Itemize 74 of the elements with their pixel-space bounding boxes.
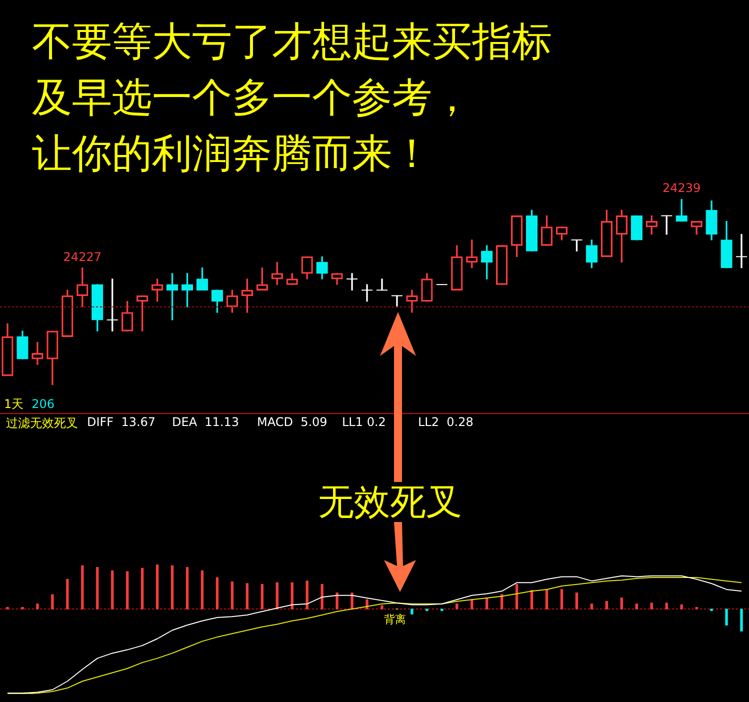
bar (36, 604, 39, 610)
bar (366, 599, 368, 610)
bar (156, 564, 159, 610)
bar (680, 604, 683, 610)
bar (410, 608, 414, 614)
bar (276, 582, 278, 610)
candlestick (16, 330, 28, 360)
bar (336, 592, 338, 610)
annotation: 背离 (384, 612, 406, 627)
bar (246, 583, 248, 610)
text: 无效死叉 (318, 481, 462, 525)
text: DIFF 13.67 (87, 415, 156, 429)
bar (320, 584, 324, 610)
candlestick (2, 323, 14, 376)
bar (200, 570, 204, 610)
candlestick (92, 284, 104, 332)
candlestick (481, 245, 493, 280)
candlestick (286, 273, 298, 285)
annotation: 24239 (662, 181, 701, 196)
bar (456, 604, 458, 610)
bar (605, 601, 608, 610)
candlestick (690, 220, 702, 235)
chart-subtitle: 及早选一个多一个参考，让你的利润奔腾而来！ (32, 74, 473, 179)
bar (515, 584, 518, 610)
bar (545, 589, 548, 610)
bar (575, 592, 578, 610)
text: LL1 0.2 (342, 415, 386, 429)
text: 206 (32, 397, 55, 411)
chart-title: 过滤无效死叉 (6, 415, 78, 432)
bar (426, 608, 428, 612)
text: DEA 11.13 (172, 415, 240, 429)
candlestick (46, 330, 58, 385)
candlestick (361, 284, 374, 302)
candlestick (346, 273, 358, 290)
text: MACD 5.09 (257, 415, 328, 429)
bar (620, 598, 623, 610)
bar (530, 590, 534, 610)
bar (665, 602, 668, 610)
bar (140, 568, 144, 610)
candlestick (331, 273, 343, 285)
bar (440, 608, 444, 612)
bar (21, 606, 24, 610)
bar (51, 594, 54, 610)
text: LL2 0.28 (418, 415, 474, 429)
bar (111, 570, 114, 610)
bar (6, 606, 9, 610)
bar (81, 565, 84, 610)
text: 1天 (4, 397, 24, 411)
candlestick (496, 245, 508, 285)
bar (96, 567, 99, 610)
annotation: 24227 (63, 250, 102, 264)
bar (650, 602, 653, 610)
bar (260, 584, 264, 610)
candlestick (706, 200, 718, 240)
bar (290, 582, 294, 610)
bar (380, 605, 384, 610)
bar (126, 571, 129, 610)
bar (695, 606, 698, 610)
candlestick (720, 220, 732, 268)
bar (590, 604, 594, 610)
bar (560, 589, 564, 610)
candlestick (421, 273, 433, 302)
bar (306, 580, 308, 610)
bar (170, 565, 174, 610)
bar (230, 581, 234, 610)
bar (710, 608, 713, 612)
bar (186, 567, 189, 610)
bar (725, 608, 728, 626)
bar (216, 577, 219, 610)
chart-title: 不要等大亏了才想起来买指标 (32, 18, 552, 67)
candlestick (736, 234, 748, 268)
bar (740, 608, 743, 632)
bar (635, 604, 638, 610)
bar (66, 578, 69, 610)
